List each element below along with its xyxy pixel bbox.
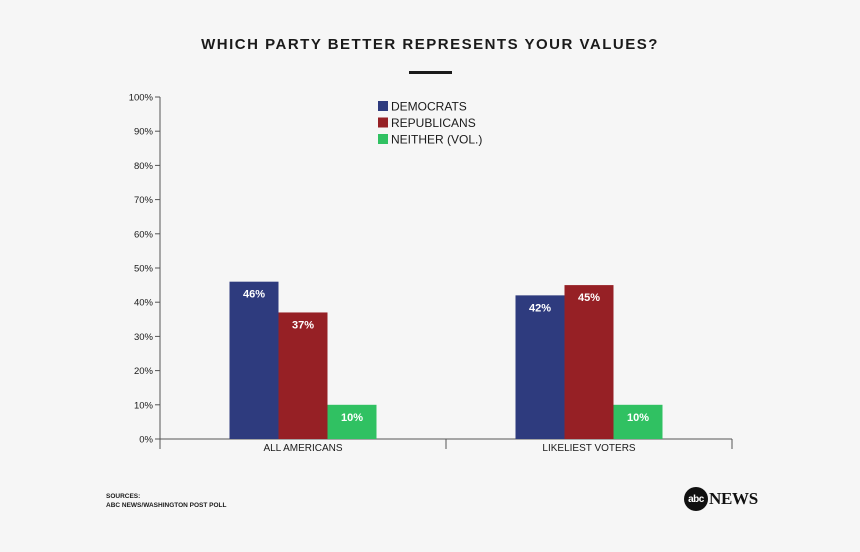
y-tick-label: 50%: [134, 264, 154, 275]
x-category-label: LIKELIEST VOTERS: [542, 443, 636, 454]
bar: [278, 312, 328, 439]
title-underline: [409, 71, 452, 74]
abc-logo-mark: abc: [684, 487, 708, 511]
bar-value-label: 37%: [292, 319, 314, 331]
bar-value-label: 45%: [578, 292, 600, 304]
y-tick-label: 80%: [134, 161, 154, 172]
legend-swatch: [378, 117, 388, 128]
bar: [327, 404, 377, 439]
y-tick-label: 40%: [134, 298, 154, 309]
bar-value-label: 46%: [243, 289, 265, 301]
bar-value-label: 10%: [627, 412, 649, 424]
y-tick-label: 90%: [134, 127, 154, 138]
data-labels: 46% 37% 10% 42% 45% 10%: [243, 289, 649, 424]
legend: DEMOCRATS REPUBLICANS NEITHER (VOL.): [378, 100, 482, 147]
y-tick-label: 100%: [129, 93, 154, 104]
chart-title: WHICH PARTY BETTER REPRESENTS YOUR VALUE…: [201, 36, 659, 53]
y-tick-label: 60%: [134, 229, 154, 240]
y-tick-label: 20%: [134, 366, 154, 377]
abc-news-logo: abc NEWS: [684, 486, 758, 512]
legend-label: DEMOCRATS: [391, 100, 467, 114]
legend-label: REPUBLICANS: [391, 116, 476, 130]
bar: [613, 404, 663, 439]
legend-label: NEITHER (VOL.): [391, 133, 482, 147]
legend-swatch: [378, 101, 388, 111]
bar-value-label: 10%: [341, 412, 363, 424]
bar-value-label: 42%: [529, 302, 551, 314]
y-tick-label: 0%: [139, 435, 153, 446]
sources-text: ABC NEWS/WASHINGTON POST POLL: [106, 502, 227, 509]
bar: [515, 295, 565, 439]
sources-heading: SOURCES:: [106, 493, 141, 500]
y-tick-label: 30%: [134, 332, 154, 343]
y-tick-label: 10%: [134, 400, 154, 411]
axes: 0% 10% 20% 30% 40% 50% 60% 70% 80% 90% 100% ALL AME…: [129, 93, 733, 454]
y-tick-label: 70%: [134, 195, 154, 206]
bars: [229, 281, 663, 439]
bar: [229, 281, 279, 439]
legend-swatch: [378, 134, 388, 144]
sources-note: SOURCES: ABC NEWS/WASHINGTON POST POLL: [106, 492, 227, 510]
bar: [564, 285, 614, 439]
x-category-label: ALL AMERICANS: [263, 443, 342, 454]
abc-logo-wordmark: NEWS: [709, 489, 758, 508]
